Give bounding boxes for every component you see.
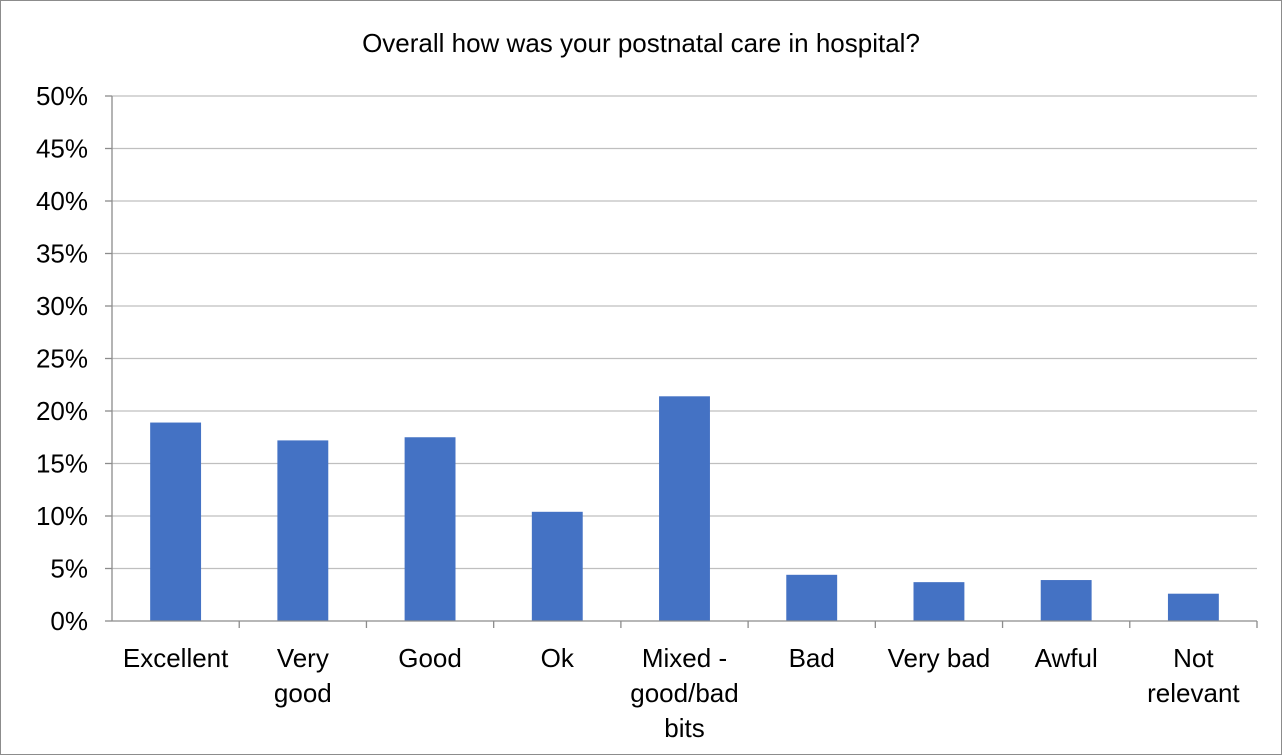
y-tick-label: 0% xyxy=(50,606,88,636)
x-tick-label-line: Good xyxy=(398,643,462,673)
x-tick-label-line: relevant xyxy=(1147,678,1240,708)
x-tick-label-line: Ok xyxy=(541,643,575,673)
x-tick-label: Mixed - good/bad bits xyxy=(630,643,738,743)
y-tick-label: 30% xyxy=(36,291,88,321)
x-tick-label-line: Excellent xyxy=(123,643,229,673)
bar xyxy=(786,574,838,621)
y-tick-label: 40% xyxy=(36,186,88,216)
y-tick-label: 35% xyxy=(36,239,88,269)
bar xyxy=(531,511,583,621)
x-tick-label-line: good/bad xyxy=(630,678,738,708)
y-tick-label: 5% xyxy=(50,554,88,584)
x-tick-label: Ok xyxy=(541,643,575,673)
bar xyxy=(913,582,965,621)
bar xyxy=(277,440,329,621)
x-tick-label: Good xyxy=(398,643,462,673)
bar xyxy=(150,422,202,621)
y-tick-labels: 0% 5% 10% 15% 20% 25% 30% 35% 40% 45% 50% xyxy=(36,81,88,636)
axes xyxy=(105,95,1258,628)
x-tick-label: Not relevant xyxy=(1147,643,1240,708)
x-tick-label-line: Very xyxy=(277,643,329,673)
bar xyxy=(404,437,456,621)
x-tick-label-line: Very bad xyxy=(888,643,991,673)
bar xyxy=(1167,593,1219,621)
y-tick-label: 15% xyxy=(36,449,88,479)
x-tick-label: Very good xyxy=(274,643,332,708)
y-tick-label: 20% xyxy=(36,396,88,426)
y-tick-label: 25% xyxy=(36,344,88,374)
x-tick-label-line: good xyxy=(274,678,332,708)
x-tick-label: Awful xyxy=(1035,643,1098,673)
y-tick-label: 10% xyxy=(36,501,88,531)
bars xyxy=(150,396,1219,621)
bar xyxy=(659,396,710,621)
x-tick-label-line: bits xyxy=(664,713,704,743)
x-tick-label-line: Not xyxy=(1173,643,1214,673)
x-tick-labels: Excellent Very good Good Ok Mixed - good/bad bi… xyxy=(123,643,1241,743)
x-tick-label-line: Bad xyxy=(789,643,835,673)
chart-title: Overall how was your postnatal care in h… xyxy=(362,28,920,58)
bar xyxy=(1040,580,1092,621)
x-tick-label-line: Mixed - xyxy=(642,643,727,673)
x-tick-label: Excellent xyxy=(123,643,229,673)
y-tick-label: 50% xyxy=(36,81,88,111)
x-tick-label: Bad xyxy=(789,643,835,673)
x-tick-label-line: Awful xyxy=(1035,643,1098,673)
x-tick-label: Very bad xyxy=(888,643,991,673)
y-tick-label: 45% xyxy=(36,134,88,164)
